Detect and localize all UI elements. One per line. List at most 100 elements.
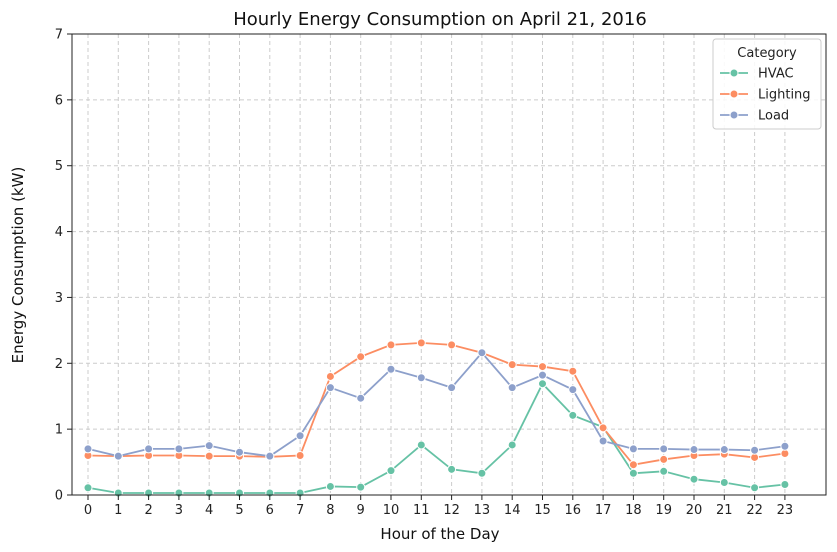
data-point-load [83,444,93,454]
series-line-hvac [87,382,785,494]
data-point-load [507,383,517,393]
x-tick-label: 19 [655,503,672,518]
y-tick-label: 6 [55,93,63,108]
data-point-load [265,451,275,461]
x-tick-label: 6 [266,503,274,518]
legend-marker-load [729,110,739,120]
x-tick-label: 10 [383,503,400,518]
x-tick-label: 13 [474,503,491,518]
data-point-hvac [477,468,487,478]
x-tick-label: 16 [565,503,582,518]
data-point-lighting [325,371,335,381]
x-tick-label: 1 [114,503,122,518]
data-point-load [447,383,457,393]
data-point-hvac [538,379,547,389]
x-tick-label: 23 [777,503,794,518]
data-point-hvac [659,466,669,476]
x-tick-label: 8 [326,503,334,518]
x-tick-label: 18 [625,503,642,518]
legend-label-lighting: Lighting [758,88,811,103]
x-tick-label: 17 [595,503,612,518]
data-point-load [689,445,699,455]
data-point-load [568,385,578,395]
data-point-load [628,444,638,454]
plot-frame [71,33,827,496]
data-point-load [113,451,123,461]
legend-box [712,38,822,130]
x-tick-label: 3 [175,503,183,518]
x-tick-label: 15 [534,503,551,518]
data-point-load [659,444,669,454]
x-tick-label: 0 [84,503,92,518]
legend-marker-lighting [729,89,739,99]
data-point-lighting [598,423,608,433]
x-tick-label: 5 [235,503,243,518]
y-tick-label: 0 [55,489,63,504]
y-tick-label: 1 [55,423,63,438]
data-point-lighting [628,460,638,470]
data-point-load [598,436,608,446]
tick-layer: 0 1 2 3 4 5 6 7 8 9 10 11 12 13 14 15 16 17 18 19 20 21 22 2301… [55,28,793,519]
data-point-load [416,373,426,383]
data-point-load [538,370,547,380]
data-point-lighting [568,366,578,376]
data-point-lighting [659,454,669,464]
series-hvac [83,379,790,498]
x-tick-label: 11 [413,503,430,518]
chart-title: Hourly Energy Consumption on April 21, 2… [233,9,647,30]
data-point-load [477,348,487,358]
data-point-lighting [538,362,547,372]
x-tick-label: 12 [443,503,460,518]
data-point-hvac [689,474,699,484]
legend-label-load: Load [758,109,789,124]
data-point-hvac [325,481,335,491]
data-point-load [204,441,214,451]
y-tick-label: 5 [55,159,63,174]
data-point-load [235,447,244,457]
legend-items: HVAC Lighting Load [720,67,811,124]
data-point-hvac [750,483,760,493]
y-tick-label: 4 [55,225,63,240]
data-point-load [750,445,760,455]
data-point-load [325,383,335,393]
data-point-load [356,393,366,403]
legend-title: Category [737,46,797,61]
data-point-lighting [507,360,517,370]
x-tick-label: 9 [357,503,365,518]
data-point-hvac [719,477,729,487]
x-tick-label: 7 [296,503,304,518]
data-point-load [174,444,184,454]
data-point-lighting [295,450,305,460]
data-point-hvac [568,410,578,420]
y-tick-label: 2 [55,357,63,372]
data-point-load [780,441,790,451]
legend-item-hvac: HVAC [720,67,794,82]
data-point-hvac [628,468,638,478]
data-point-hvac [780,479,790,489]
series-load [83,348,790,461]
series-line-load [87,351,786,458]
y-axis-label: Energy Consumption (kW) [9,167,27,364]
data-layer [83,338,790,498]
data-point-lighting [447,340,457,350]
data-point-lighting [416,338,426,348]
x-tick-label: 22 [746,503,763,518]
x-axis-label: Hour of the Day [380,525,499,543]
data-point-lighting [204,451,214,461]
data-point-lighting [386,340,396,350]
data-point-hvac [356,482,366,492]
legend-item-lighting: Lighting [720,88,811,103]
series-line-lighting [87,341,786,466]
legend-marker-hvac [729,68,739,78]
y-tick-label: 3 [55,291,63,306]
data-point-load [295,431,305,441]
data-point-hvac [447,464,457,474]
data-point-hvac [83,483,93,493]
legend-label-hvac: HVAC [758,67,794,82]
series-lighting [83,338,790,470]
data-point-load [386,364,396,374]
x-tick-label: 4 [205,503,213,518]
legend: Category HVAC Lighting Load [712,38,822,130]
data-point-hvac [386,466,396,476]
